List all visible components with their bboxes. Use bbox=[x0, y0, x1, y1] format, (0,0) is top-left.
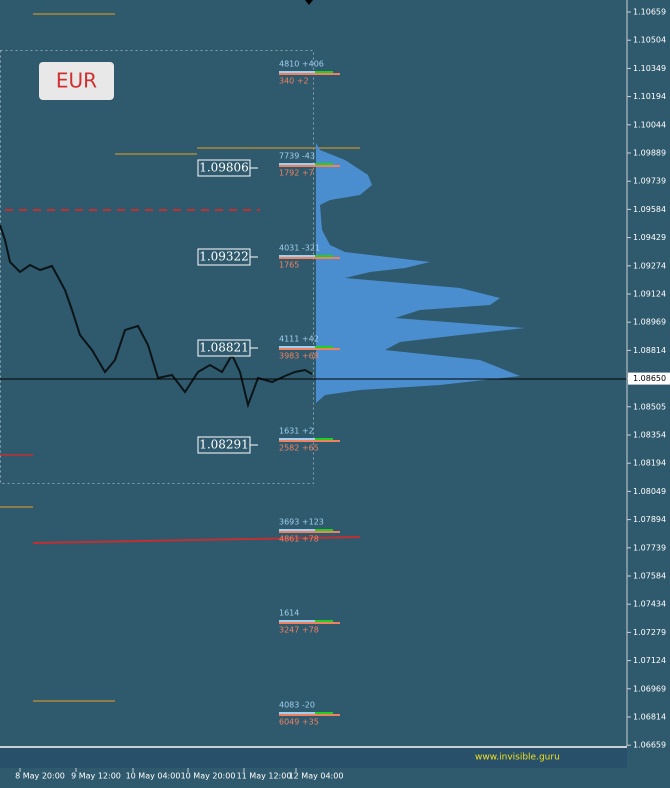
time-label: 12 May 04:00 bbox=[289, 772, 344, 781]
sell-volume: 6049 +35 bbox=[279, 718, 319, 727]
price-label: 1.09124 bbox=[633, 290, 666, 299]
price-label: 1.06969 bbox=[633, 684, 666, 693]
price-label: 1.08049 bbox=[633, 487, 666, 496]
price-label: 1.08969 bbox=[633, 318, 666, 327]
price-label: 1.10194 bbox=[633, 92, 666, 101]
range-box bbox=[0, 50, 314, 484]
current-price-box bbox=[628, 372, 670, 385]
price-label: 1.09739 bbox=[633, 177, 666, 186]
status-bar-border bbox=[0, 746, 627, 748]
price-label: 1.10504 bbox=[633, 36, 666, 45]
time-label: 10 May 04:00 bbox=[126, 772, 181, 781]
sell-volume: 4861 +78 bbox=[279, 535, 319, 544]
volume-profile bbox=[316, 143, 525, 403]
buy-volume: 1614 bbox=[279, 609, 299, 618]
price-label: 1.07739 bbox=[633, 543, 666, 552]
price-label: 1.08814 bbox=[633, 346, 666, 355]
level-label: 1.09806 bbox=[199, 161, 249, 175]
price-label: 1.06814 bbox=[633, 713, 666, 722]
price-label: 1.07279 bbox=[633, 628, 666, 637]
buy-volume: 4810 +406 bbox=[279, 60, 324, 69]
price-label: 1.10349 bbox=[633, 64, 666, 73]
price-label: 1.07124 bbox=[633, 656, 666, 665]
time-label: 11 May 12:00 bbox=[237, 772, 292, 781]
buy-volume: 4031 -321 bbox=[279, 244, 320, 253]
price-label: 1.09429 bbox=[633, 233, 666, 242]
price-label: 1.09274 bbox=[633, 261, 666, 270]
level-label: 1.08821 bbox=[199, 341, 249, 355]
level-label: 1.09322 bbox=[199, 250, 249, 264]
price-label: 1.08354 bbox=[633, 431, 666, 440]
price-label: 1.09584 bbox=[633, 205, 666, 214]
level-label: 1.08291 bbox=[199, 438, 249, 452]
buy-volume: 4111 +42 bbox=[279, 335, 319, 344]
price-label: 1.08194 bbox=[633, 459, 666, 468]
symbol-label: EUR bbox=[56, 69, 97, 93]
level-line bbox=[32, 536, 361, 544]
buy-volume: 1631 +2 bbox=[279, 427, 314, 436]
price-label: 1.07584 bbox=[633, 572, 666, 581]
price-label: 1.06659 bbox=[633, 741, 666, 750]
price-label: 1.07894 bbox=[633, 515, 666, 524]
price-label: 1.10659 bbox=[633, 8, 666, 17]
sell-volume: 3983 +68 bbox=[279, 352, 319, 361]
shift-marker bbox=[305, 0, 313, 5]
price-label: 1.08505 bbox=[633, 402, 666, 411]
sell-volume: 340 +2 bbox=[279, 77, 309, 86]
symbol-badge bbox=[39, 62, 114, 100]
buy-volume: 3693 +123 bbox=[279, 518, 324, 527]
buy-volume: 7739 -43 bbox=[279, 152, 315, 161]
sell-volume: 1792 +7 bbox=[279, 169, 314, 178]
price-label: 1.07434 bbox=[633, 600, 666, 609]
status-bar bbox=[0, 746, 627, 768]
website[interactable]: www.invisible.guru bbox=[475, 753, 560, 763]
buy-volume: 4083 -20 bbox=[279, 701, 315, 710]
price-label: 1.08650 bbox=[633, 374, 666, 383]
sell-volume: 2582 +65 bbox=[279, 444, 319, 453]
sell-volume: 3247 +78 bbox=[279, 626, 319, 635]
time-label: 10 May 20:00 bbox=[181, 772, 236, 781]
price-label: 1.10044 bbox=[633, 120, 666, 129]
sell-volume: 1765 bbox=[279, 261, 299, 270]
time-label: 8 May 20:00 bbox=[15, 772, 65, 781]
time-label: 9 May 12:00 bbox=[71, 772, 121, 781]
time-axis-bar bbox=[0, 768, 670, 788]
price-label: 1.09889 bbox=[633, 149, 666, 158]
price-candles bbox=[0, 224, 313, 409]
